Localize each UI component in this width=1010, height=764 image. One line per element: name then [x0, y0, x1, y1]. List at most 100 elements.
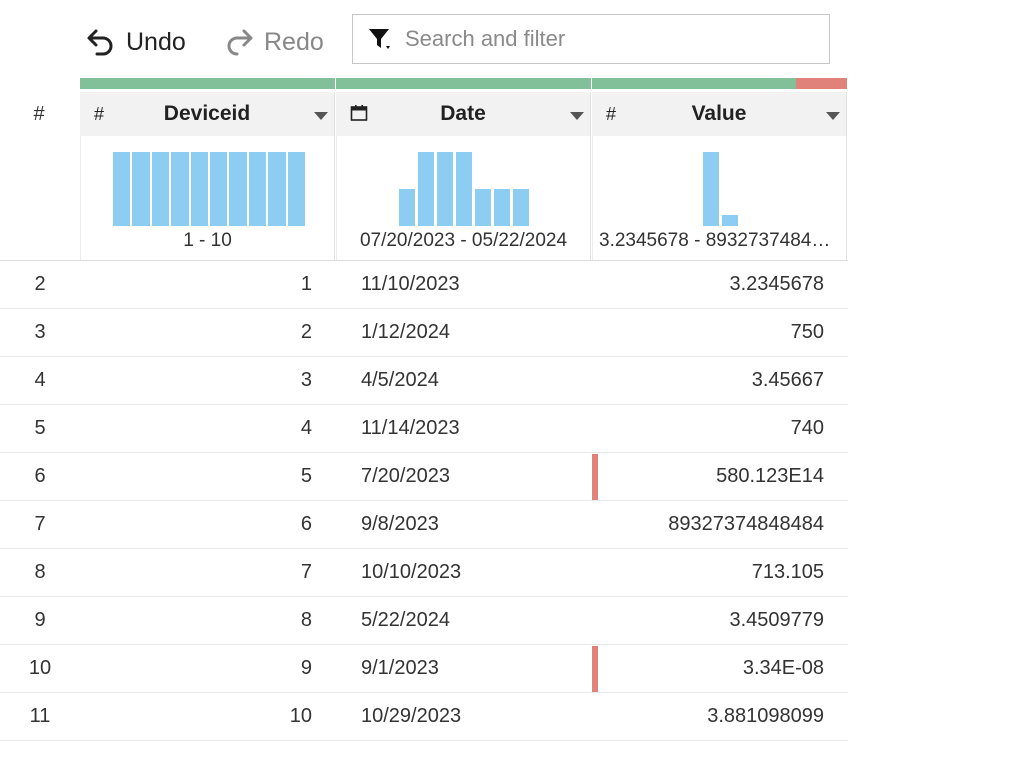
- column-summary-deviceid: 1 - 10: [80, 136, 335, 260]
- histogram-bar: [132, 152, 150, 226]
- cell-deviceid[interactable]: 8: [300, 609, 312, 631]
- cell-deviceid[interactable]: 10: [289, 705, 312, 727]
- cell-deviceid[interactable]: 3: [300, 369, 312, 391]
- cell-date[interactable]: 5/22/2024: [361, 609, 450, 631]
- number-type-icon: #: [94, 104, 105, 124]
- column-quality-bar: [336, 78, 591, 89]
- table-row[interactable]: 3 2 1/12/2024 750: [0, 309, 848, 357]
- table-row[interactable]: 9 8 5/22/2024 3.4509779: [0, 597, 848, 645]
- cell-value[interactable]: 3.881098099: [707, 705, 824, 727]
- row-number: 10: [28, 657, 52, 679]
- cell-date[interactable]: 4/5/2024: [361, 369, 439, 391]
- invalid-portion: [796, 78, 847, 89]
- histogram-bar: [268, 152, 286, 226]
- table-row[interactable]: 5 4 11/14/2023 740: [0, 405, 848, 453]
- histogram-bar: [210, 152, 228, 226]
- column-range: 3.2345678 - 89327374848484: [599, 230, 840, 251]
- redo-label: Redo: [264, 27, 324, 56]
- valid-portion: [336, 78, 591, 89]
- cell-value[interactable]: 3.4509779: [729, 609, 824, 631]
- cell-deviceid[interactable]: 2: [300, 321, 312, 343]
- row-number: 3: [34, 321, 46, 343]
- cell-date[interactable]: 9/8/2023: [361, 513, 439, 535]
- redo-button[interactable]: Redo: [222, 24, 324, 60]
- cell-date[interactable]: 1/12/2024: [361, 321, 450, 343]
- table-row[interactable]: 11 10 10/29/2023 3.881098099: [0, 693, 848, 741]
- cell-date[interactable]: 9/1/2023: [361, 657, 439, 679]
- cell-deviceid[interactable]: 6: [300, 513, 312, 535]
- chevron-down-icon[interactable]: [570, 112, 584, 120]
- calendar-icon: [350, 104, 368, 127]
- cell-deviceid[interactable]: 9: [300, 657, 312, 679]
- number-type-icon: #: [606, 104, 617, 124]
- row-number: 4: [34, 369, 46, 391]
- column-header-date[interactable]: Date: [336, 92, 591, 136]
- cell-value[interactable]: 3.34E-08: [742, 657, 824, 679]
- column-summary-date: 07/20/2023 - 05/22/2024: [336, 136, 591, 260]
- histogram: [593, 136, 848, 226]
- valid-portion: [80, 78, 335, 89]
- invalid-value-marker: [592, 646, 598, 692]
- table-row[interactable]: 4 3 4/5/2024 3.45667: [0, 357, 848, 405]
- histogram-bar: [703, 152, 719, 226]
- cell-deviceid[interactable]: 5: [300, 465, 312, 487]
- row-number: 7: [34, 513, 46, 535]
- histogram-bar: [722, 215, 738, 226]
- cell-date[interactable]: 10/10/2023: [361, 561, 462, 583]
- column-summary-value: 3.2345678 - 89327374848484: [592, 136, 847, 260]
- column-quality-bar: [80, 78, 335, 89]
- column-title: Value: [691, 102, 747, 125]
- histogram-bar: [151, 152, 170, 226]
- row-number: 9: [34, 609, 46, 631]
- cell-value[interactable]: 89327374848484: [668, 513, 824, 535]
- cell-deviceid[interactable]: 1: [300, 273, 312, 295]
- column-header-value[interactable]: # Value: [592, 92, 847, 136]
- row-number: 11: [29, 705, 51, 727]
- cell-deviceid[interactable]: 4: [300, 417, 312, 439]
- table-row[interactable]: 6 5 7/20/2023 580.123E14: [0, 453, 848, 501]
- search-box[interactable]: [352, 14, 830, 64]
- chevron-down-icon[interactable]: [826, 112, 840, 120]
- cell-value[interactable]: 580.123E14: [716, 465, 824, 487]
- row-index-header: #: [33, 102, 45, 125]
- cell-date[interactable]: 7/20/2023: [361, 465, 450, 487]
- table-row[interactable]: 7 6 9/8/2023 89327374848484: [0, 501, 848, 549]
- cell-value[interactable]: 3.45667: [751, 369, 824, 391]
- histogram-bar: [113, 152, 131, 226]
- invalid-value-marker: [592, 454, 598, 500]
- cell-value[interactable]: 740: [790, 417, 824, 439]
- search-input[interactable]: [403, 25, 787, 53]
- histogram-bar: [399, 189, 415, 226]
- cell-value[interactable]: 3.2345678: [729, 273, 824, 295]
- cell-date[interactable]: 11/10/2023: [361, 273, 460, 295]
- table-row[interactable]: 2 1 11/10/2023 3.2345678: [0, 261, 848, 309]
- row-number: 5: [34, 417, 46, 439]
- column-title: Deviceid: [163, 102, 251, 125]
- undo-button[interactable]: Undo: [84, 24, 186, 60]
- cell-date[interactable]: 10/29/2023: [361, 705, 462, 727]
- redo-icon: [227, 29, 253, 56]
- table-row[interactable]: 10 9 9/1/2023 3.34E-08: [0, 645, 848, 693]
- row-number: 6: [34, 465, 46, 487]
- histogram: [337, 136, 592, 226]
- cell-value[interactable]: 750: [790, 321, 824, 343]
- column-title: Date: [440, 102, 486, 125]
- histogram-bar: [513, 189, 529, 226]
- cell-date[interactable]: 11/14/2023: [361, 417, 460, 439]
- histogram-bar: [494, 189, 510, 226]
- histogram-bar: [475, 189, 491, 226]
- histogram-bar: [248, 152, 267, 226]
- table-row[interactable]: 8 7 10/10/2023 713.105: [0, 549, 848, 597]
- cell-value[interactable]: 713.105: [751, 561, 824, 583]
- histogram-bar: [437, 152, 453, 226]
- histogram-bar: [190, 152, 208, 226]
- cell-deviceid[interactable]: 7: [300, 561, 312, 583]
- histogram-bar: [456, 152, 472, 226]
- histogram-bar: [229, 152, 247, 226]
- column-header-deviceid[interactable]: # Deviceid: [80, 92, 335, 136]
- histogram-bar: [418, 152, 434, 226]
- chevron-down-icon[interactable]: [314, 112, 328, 120]
- column-quality-bar: [592, 78, 847, 89]
- histogram-bar: [171, 152, 189, 226]
